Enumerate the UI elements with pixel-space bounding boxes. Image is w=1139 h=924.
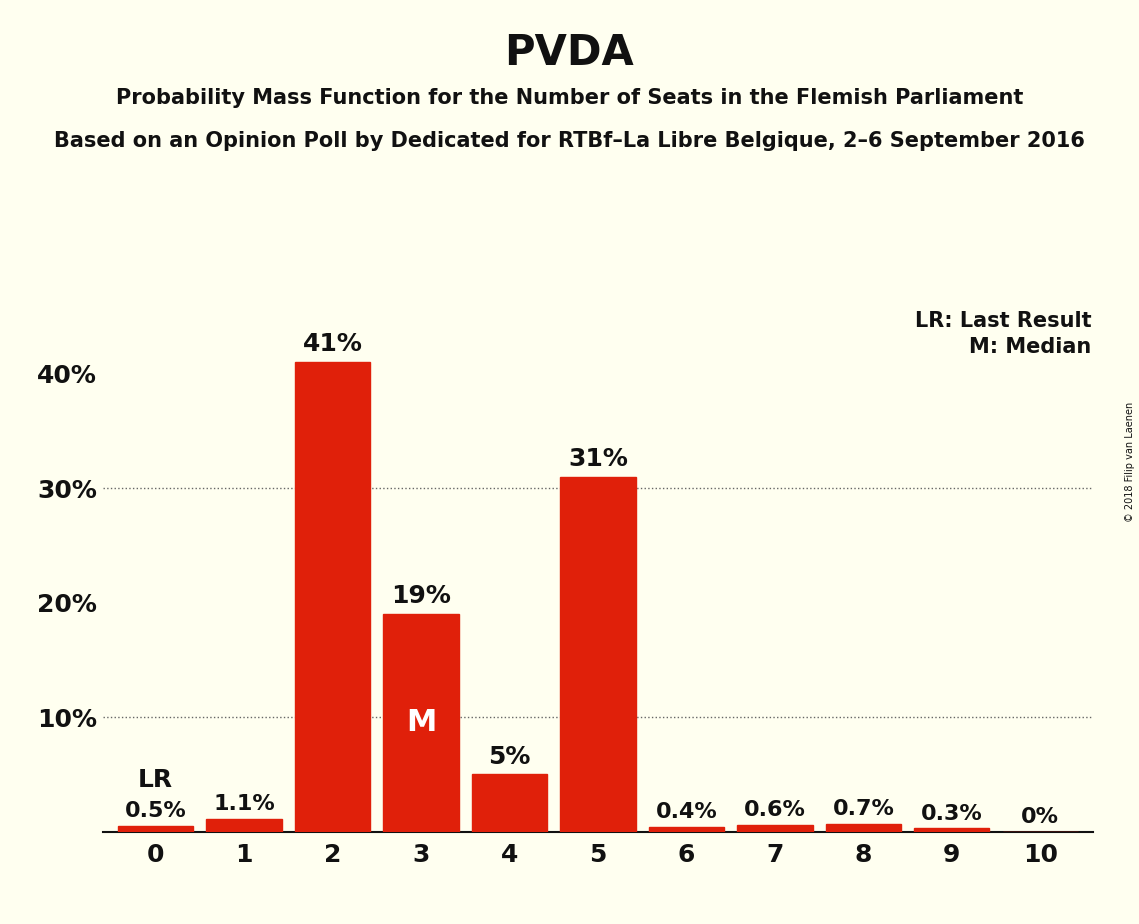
Bar [384, 614, 459, 832]
Bar [649, 827, 724, 832]
Text: LR: Last Result: LR: Last Result [915, 310, 1091, 331]
Bar [295, 362, 370, 832]
Text: 0.4%: 0.4% [656, 802, 718, 822]
Bar [737, 825, 812, 832]
Text: M: Median: M: Median [969, 337, 1091, 357]
Text: 0.5%: 0.5% [125, 801, 187, 821]
Bar [915, 828, 990, 832]
Text: 0.3%: 0.3% [921, 804, 983, 823]
Text: M: M [405, 709, 436, 737]
Bar [118, 826, 194, 832]
Text: 0.7%: 0.7% [833, 799, 894, 819]
Text: 0%: 0% [1022, 807, 1059, 827]
Text: Probability Mass Function for the Number of Seats in the Flemish Parliament: Probability Mass Function for the Number… [116, 88, 1023, 108]
Text: Based on an Opinion Poll by Dedicated for RTBf–La Libre Belgique, 2–6 September : Based on an Opinion Poll by Dedicated fo… [54, 131, 1085, 152]
Bar [206, 819, 281, 832]
Text: © 2018 Filip van Laenen: © 2018 Filip van Laenen [1125, 402, 1134, 522]
Text: 41%: 41% [303, 333, 362, 357]
Text: 31%: 31% [568, 447, 628, 471]
Text: 5%: 5% [489, 745, 531, 769]
Text: 0.6%: 0.6% [744, 800, 806, 821]
Text: 1.1%: 1.1% [213, 795, 274, 814]
Bar [560, 477, 636, 832]
Bar [472, 774, 547, 832]
Text: 19%: 19% [391, 584, 451, 608]
Text: LR: LR [138, 768, 173, 792]
Bar [826, 823, 901, 832]
Text: PVDA: PVDA [505, 32, 634, 74]
